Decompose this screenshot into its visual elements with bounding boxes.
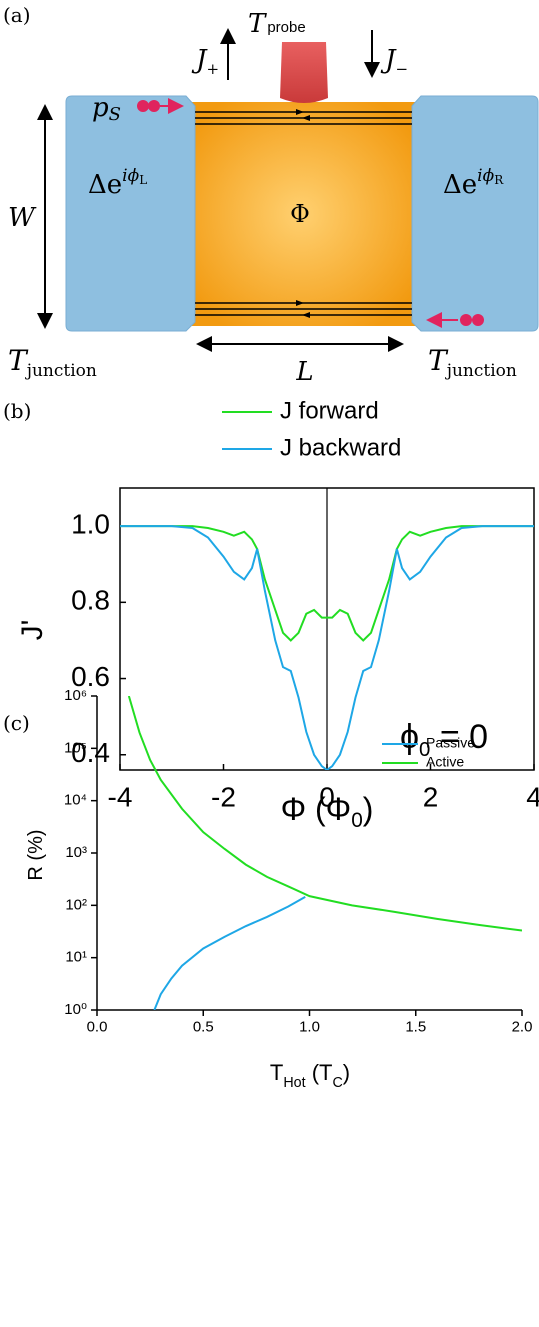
label-base: Δe: [443, 170, 477, 200]
label-part: ): [363, 791, 374, 827]
label-sub: junction: [25, 361, 97, 381]
x-tick-label: -4: [108, 782, 133, 813]
j-plus-label: J+: [191, 45, 219, 78]
label-supsub: L: [139, 173, 147, 187]
j-minus-label: J−: [380, 45, 408, 78]
label-base: J: [191, 45, 208, 75]
chart: (c) 10⁰ 10¹ 10² 10³ 10⁴ 10⁵ 10⁶ 0.0 0.5 1.0 1.5 2.0 R…: [3, 687, 532, 1091]
label-sub: Hot: [283, 1075, 305, 1091]
ps-label: pS: [92, 93, 121, 125]
label-sub: probe: [267, 19, 305, 36]
panel-label: (c): [3, 711, 30, 735]
y-tick-label: 10⁰: [64, 1001, 87, 1018]
diagram: [37, 28, 539, 352]
y-tick-label: 10²: [65, 896, 87, 913]
y-tick-label: 0.8: [71, 585, 110, 616]
label-part: T: [270, 1060, 283, 1085]
panel-label: (a): [3, 3, 31, 27]
cooper-pair: [148, 100, 160, 112]
label-sub: 0: [351, 809, 363, 832]
label-sub: junction: [445, 361, 517, 381]
x-tick-label: 1.5: [405, 1018, 426, 1035]
width-label: W: [8, 203, 37, 233]
label-base: p: [92, 93, 109, 123]
t-junction-right: Tjunction: [428, 344, 517, 381]
label-part: = 0: [430, 718, 488, 756]
y-tick-label: 10⁵: [64, 739, 87, 756]
label-base: T: [248, 9, 267, 39]
y-axis-label: J': [16, 620, 49, 641]
x-axis-label: Φ (Φ0): [281, 791, 374, 832]
x-tick-label: -2: [211, 782, 236, 813]
y-tick-label: 10¹: [65, 949, 87, 966]
t-junction-left: Tjunction: [8, 344, 97, 381]
label-sub: 0: [419, 739, 430, 761]
y-tick-label: 1.0: [71, 508, 110, 539]
x-tick-label: 1.0: [299, 1018, 320, 1035]
data-line: [153, 896, 306, 1010]
data-line: [127, 696, 522, 932]
label-base: T: [8, 344, 29, 377]
legend-label: J forward: [280, 397, 379, 424]
label-sub: +: [206, 60, 219, 78]
x-tick-label: 4: [526, 782, 539, 813]
y-tick-label: 10⁴: [64, 792, 87, 809]
y-tick-label: 10⁶: [64, 687, 87, 704]
label-base: T: [428, 344, 449, 377]
gap-left-label: ΔeiϕL: [88, 166, 147, 200]
weak-link: [185, 102, 417, 326]
probe: [280, 42, 328, 103]
y-tick-label: 0.4: [71, 737, 110, 768]
legend-label: J backward: [280, 434, 401, 461]
y-tick-label: 10³: [65, 844, 87, 861]
legend-label: Active: [426, 754, 464, 770]
panel-label: (b): [3, 399, 31, 423]
cooper-pair: [137, 100, 149, 112]
label-part: (T: [306, 1060, 333, 1085]
right-superconductor: [411, 95, 539, 332]
label-sup: iϕ: [122, 166, 139, 186]
gap-right-label: ΔeiϕR: [443, 166, 504, 200]
cooper-pair: [460, 314, 472, 326]
x-tick-label: 0: [319, 782, 335, 813]
left-superconductor: [65, 95, 196, 332]
label-supsub: R: [494, 173, 504, 187]
label-sub: S: [109, 104, 121, 125]
chart: (b)0.40.60.81.0-4 -2 0 2 4J'Φ (Φ0)ϕ0 = 0J fo…: [3, 397, 539, 832]
label-base: Δe: [88, 170, 122, 200]
legend-label: Passive: [426, 735, 475, 751]
label-sub: −: [395, 60, 408, 78]
x-tick-label: 0.0: [87, 1018, 108, 1035]
cooper-pair: [472, 314, 484, 326]
flux-label: Φ: [290, 200, 310, 228]
label-sup: iϕ: [477, 166, 494, 186]
y-tick-label: 0.6: [71, 661, 110, 692]
x-axis-label: THot (TC): [270, 1060, 350, 1091]
label-sub: C: [332, 1075, 342, 1091]
label-part: ): [343, 1060, 350, 1085]
length-label: L: [295, 357, 313, 387]
x-tick-label: 2.0: [512, 1018, 533, 1035]
data-line: [120, 525, 534, 642]
label-part: Φ (Φ: [281, 791, 352, 827]
label-base: J: [380, 45, 397, 75]
x-tick-label: 2: [423, 782, 439, 813]
y-axis-label: R (%): [25, 829, 47, 880]
label-part: ϕ: [400, 718, 419, 756]
annotation: ϕ0 = 0: [400, 718, 488, 761]
x-tick-label: 0.5: [193, 1018, 214, 1035]
data-line: [120, 525, 534, 770]
